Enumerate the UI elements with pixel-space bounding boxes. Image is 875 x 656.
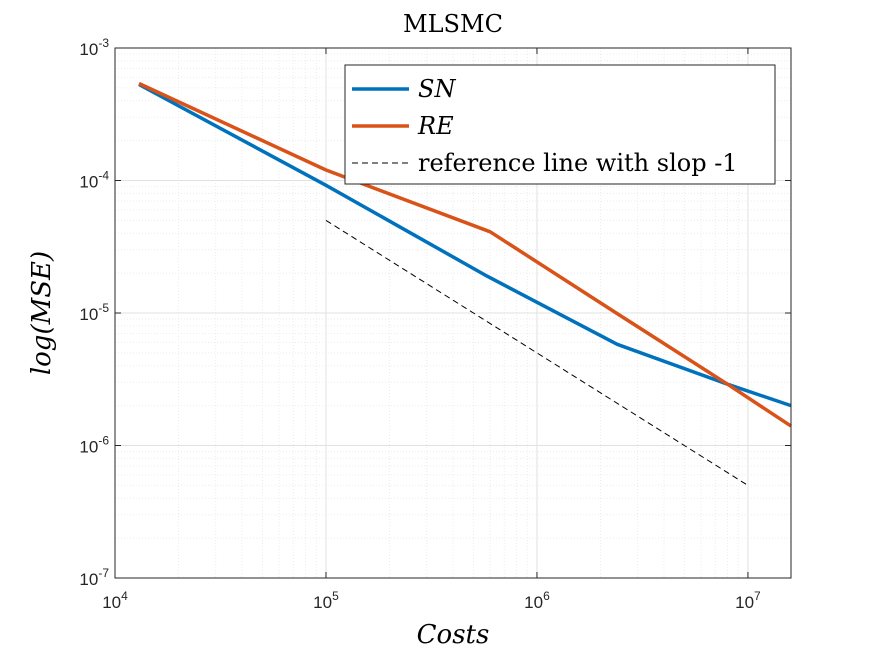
x-axis-label: Costs	[417, 620, 490, 650]
y-tick-label: 10-7	[79, 566, 109, 589]
x-tick-label: 105	[313, 589, 339, 612]
chart-title: MLSMC	[403, 10, 503, 38]
y-tick-label: 10-5	[79, 301, 109, 324]
series-line-1	[138, 82, 792, 408]
legend-box	[344, 64, 776, 185]
x-tick-label: 106	[524, 589, 550, 612]
legend-label-2: RE	[417, 112, 454, 140]
y-tick-label: 10-4	[79, 169, 109, 192]
legend-label-1: SN	[418, 75, 456, 103]
legend: SN RE reference line with slop -1	[344, 64, 776, 185]
x-tick-label: 104	[102, 589, 128, 612]
series-line-3	[325, 219, 749, 486]
ticks: 104 105 106 107 10-7 10-6 10-5 10-4 10-3	[79, 36, 791, 612]
x-tick-label: 107	[735, 589, 761, 612]
series-line-2	[138, 81, 792, 428]
y-axis-label: log(MSE)	[27, 251, 57, 375]
y-tick-label: 10-3	[79, 36, 109, 59]
legend-label-3: reference line with slop -1	[418, 149, 738, 177]
series-layer	[138, 81, 792, 486]
y-tick-label: 10-6	[79, 434, 109, 457]
